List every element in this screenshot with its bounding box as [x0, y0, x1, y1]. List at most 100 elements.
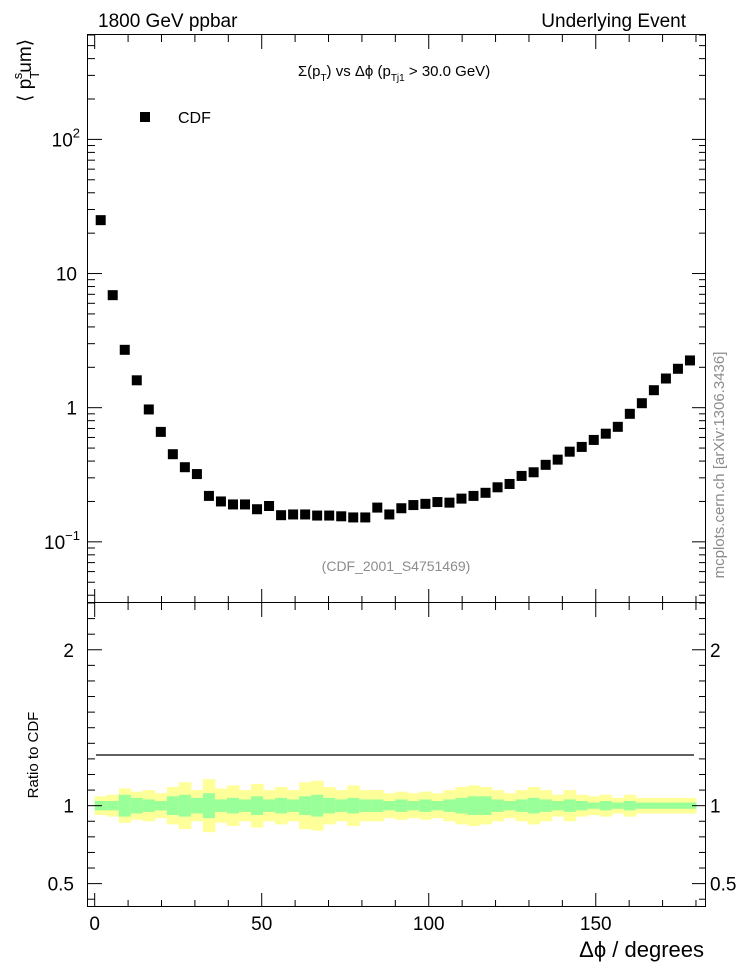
ratio-stat-band	[419, 799, 432, 812]
main-y-tick-label-base: 10	[52, 130, 73, 151]
title-part-1: Σ(p	[298, 63, 321, 80]
main-y-tick-label: 10−1	[44, 528, 80, 554]
ratio-stat-band	[359, 799, 372, 812]
data-point	[564, 446, 575, 457]
ratio-stat-band	[599, 800, 613, 811]
ratio-stat-band	[407, 800, 420, 811]
data-point	[648, 385, 659, 396]
ratio-stat-band	[178, 794, 192, 817]
ratio-stat-band	[287, 799, 300, 812]
ylabel-part-2: T	[27, 71, 42, 79]
title-part-2: T	[320, 73, 326, 84]
data-point	[167, 449, 178, 460]
ratio-stat-band	[142, 799, 156, 812]
ratio-stat-band	[527, 797, 541, 814]
main-y-tick-label: 10	[56, 265, 77, 286]
ratio-y-tick-label-left: 2	[63, 641, 74, 662]
ratio-stat-band	[335, 799, 348, 812]
title-part-3: ) vs Δϕ (p	[327, 63, 391, 80]
data-point	[684, 355, 695, 366]
data-point	[444, 497, 455, 508]
data-point	[528, 467, 539, 478]
main-y-tick-label-exponent: −1	[65, 528, 80, 543]
ratio-stat-band	[226, 797, 240, 814]
data-point	[372, 502, 383, 513]
ratio-stat-band	[275, 797, 288, 814]
data-point	[143, 404, 154, 415]
data-point	[432, 497, 443, 508]
data-point	[540, 459, 551, 470]
ratio-y-tick-label-right: 0.5	[710, 875, 736, 896]
main-axis-ticks	[88, 34, 706, 603]
xlabel-part-2: / degrees	[606, 937, 704, 962]
data-point	[276, 510, 287, 521]
data-point	[420, 498, 431, 509]
ratio-stat-band	[671, 802, 685, 809]
ylabel-part-3: s	[10, 72, 25, 79]
ratio-stat-band	[575, 800, 589, 811]
x-tick-label: 0	[89, 914, 100, 935]
ratio-stat-band	[503, 800, 517, 811]
data-point	[288, 509, 299, 520]
main-data-points	[95, 215, 695, 523]
ratio-panel: 0.5 0.5 1 1 2 2 0 50 100 150	[48, 602, 736, 935]
ratio-stat-band	[383, 800, 396, 811]
data-point	[552, 454, 563, 465]
x-axis-label: Δϕ / degrees	[579, 937, 704, 962]
data-point	[264, 500, 275, 511]
data-point	[95, 215, 106, 226]
data-point	[672, 363, 683, 374]
data-point	[468, 490, 479, 501]
ratio-stat-band	[551, 800, 565, 811]
ratio-stat-band	[491, 799, 505, 812]
data-point	[336, 511, 347, 522]
data-point	[576, 441, 587, 452]
data-point	[504, 478, 515, 489]
ratio-stat-band	[371, 799, 384, 812]
main-y-tick-label: 1	[66, 399, 77, 420]
ratio-stat-band	[154, 800, 168, 811]
header-right: Underlying Event	[541, 11, 686, 32]
ratio-stat-band	[683, 802, 697, 809]
chart-title: Σ(pT) vs Δϕ (pTj1 > 30.0 GeV)	[298, 63, 490, 84]
x-tick-label: 100	[413, 914, 445, 935]
data-point	[600, 428, 611, 439]
data-point	[588, 434, 599, 445]
data-point	[516, 470, 527, 481]
ratio-stat-band	[587, 802, 601, 809]
ratio-bands	[94, 779, 697, 833]
ratio-stat-band	[647, 802, 661, 809]
ratio-stat-band	[395, 799, 408, 812]
ratio-stat-band	[311, 794, 324, 817]
ratio-y-tick-label-right: 2	[710, 641, 721, 662]
ratio-stat-band	[323, 797, 336, 814]
data-point	[660, 373, 671, 384]
main-y-tick-label-base: 10	[44, 533, 65, 554]
data-point	[300, 509, 311, 520]
ratio-stat-band	[190, 797, 204, 814]
main-ylabel: ⟨ pTsum⟩	[10, 39, 42, 102]
ratio-stat-band	[251, 796, 264, 816]
ratio-stat-band	[467, 796, 481, 816]
title-part-5: > 30.0 GeV)	[405, 63, 490, 80]
ratio-stat-band	[347, 797, 360, 814]
main-y-tick-label-exponent: 2	[73, 125, 80, 140]
ratio-stat-band	[202, 793, 216, 819]
data-point	[215, 496, 226, 507]
ratio-stat-band	[455, 797, 468, 814]
data-point	[203, 490, 214, 501]
ratio-y-tick-label-left: 0.5	[48, 875, 74, 896]
data-point	[131, 375, 142, 386]
ratio-y-tick-label-left: 1	[63, 797, 74, 818]
x-tick-label: 150	[580, 914, 612, 935]
ratio-stat-band	[299, 796, 312, 816]
ratio-stat-band	[623, 800, 637, 811]
ratio-stat-band	[214, 799, 228, 812]
data-point	[480, 487, 491, 498]
data-point	[107, 290, 118, 301]
data-point	[348, 512, 359, 523]
data-point	[396, 503, 407, 514]
data-point	[227, 499, 238, 510]
